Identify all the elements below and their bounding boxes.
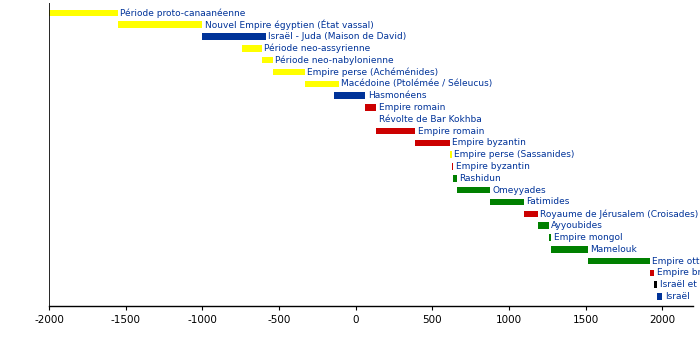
Bar [654, 282, 657, 288]
Text: Période neo-nabylonienne: Période neo-nabylonienne [275, 55, 394, 65]
Bar [304, 81, 339, 87]
Bar [524, 210, 538, 217]
Bar [538, 222, 549, 229]
Text: Empire britannique: Empire britannique [657, 268, 700, 277]
Bar [650, 270, 654, 276]
Bar [416, 140, 450, 146]
Text: Période proto-canaanéenne: Période proto-canaanéenne [120, 8, 246, 18]
Bar [49, 10, 118, 16]
Bar [450, 151, 452, 158]
Text: Empire romain: Empire romain [379, 103, 445, 112]
Text: Rashidun: Rashidun [459, 174, 501, 183]
Bar [262, 57, 273, 63]
Bar [242, 45, 262, 52]
Text: Empire perse (Sassanides): Empire perse (Sassanides) [454, 150, 575, 159]
Bar [457, 187, 490, 193]
Text: Israël: Israël [664, 292, 690, 301]
Bar [273, 69, 304, 75]
Text: Mamelouk: Mamelouk [591, 245, 637, 254]
Text: Israël - Juda (Maison de David): Israël - Juda (Maison de David) [268, 32, 407, 41]
Bar [657, 293, 662, 300]
Text: Omeyyades: Omeyyades [493, 186, 546, 195]
Bar [202, 33, 266, 40]
Bar [549, 234, 552, 241]
Text: Empire byzantin: Empire byzantin [452, 138, 526, 147]
Bar [118, 21, 202, 28]
Text: Macédoine (Ptolémée / Séleucus): Macédoine (Ptolémée / Séleucus) [341, 79, 492, 88]
Text: Empire perse (Achéménides): Empire perse (Achéménides) [307, 67, 438, 77]
Bar [334, 92, 365, 99]
Text: Empire mongol: Empire mongol [554, 233, 622, 242]
Text: Hasmonéens: Hasmonéens [368, 91, 426, 100]
Bar [452, 163, 454, 170]
Bar [490, 199, 524, 205]
Text: Fatimides: Fatimides [526, 198, 570, 206]
Text: Révolte de Bar Kokhba: Révolte de Bar Kokhba [379, 115, 482, 124]
Text: Israël et la Jordanie: Israël et la Jordanie [659, 280, 700, 289]
Bar [454, 175, 457, 182]
Bar [377, 128, 416, 134]
Text: Empire byzantin: Empire byzantin [456, 162, 530, 171]
Text: Période neo-assyrienne: Période neo-assyrienne [264, 44, 370, 53]
Text: Empire ottoman: Empire ottoman [652, 257, 700, 266]
Text: Empire romain: Empire romain [418, 126, 484, 136]
Text: Nouvel Empire égyptien (État vassal): Nouvel Empire égyptien (État vassal) [204, 19, 373, 30]
Text: Ayyoubides: Ayyoubides [551, 221, 603, 230]
Bar [588, 258, 650, 264]
Bar [552, 246, 588, 253]
Text: Royaume de Jérusalem (Croisades): Royaume de Jérusalem (Croisades) [540, 209, 698, 219]
Bar [365, 104, 377, 110]
